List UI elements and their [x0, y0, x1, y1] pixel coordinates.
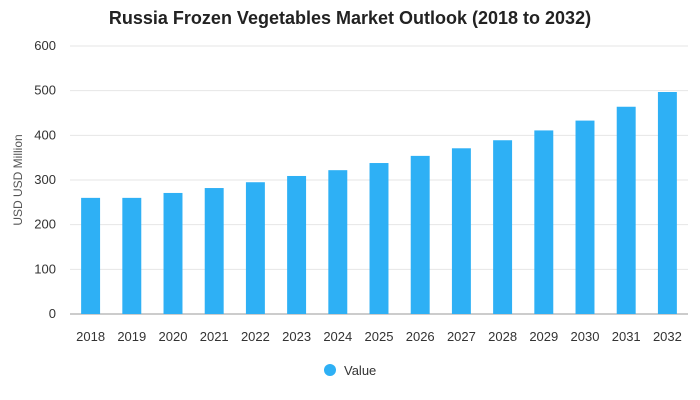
x-tick-label: 2019 — [117, 329, 146, 344]
bar — [616, 106, 636, 314]
x-tick-label: 2023 — [282, 329, 311, 344]
y-tick-label: 200 — [34, 217, 56, 232]
x-tick-label: 2024 — [323, 329, 352, 344]
bar — [122, 197, 142, 314]
bar — [369, 163, 389, 314]
bar — [410, 155, 430, 314]
bar — [204, 188, 224, 314]
x-tick-label: 2028 — [488, 329, 517, 344]
legend-marker — [324, 364, 336, 376]
y-tick-label: 400 — [34, 127, 56, 142]
y-axis-title: USD USD Million — [11, 134, 25, 225]
chart-title: Russia Frozen Vegetables Market Outlook … — [108, 8, 592, 28]
y-tick-label: 0 — [49, 306, 56, 321]
x-tick-label: 2018 — [76, 329, 105, 344]
bar — [328, 170, 348, 314]
x-tick-label: 2022 — [241, 329, 270, 344]
y-tick-label: 600 — [34, 38, 56, 53]
x-tick-label: 2031 — [612, 329, 641, 344]
x-tick-label: 2020 — [159, 329, 188, 344]
legend-label: Value — [344, 363, 376, 378]
bar — [534, 130, 554, 314]
bar — [657, 92, 677, 314]
bar — [451, 148, 471, 314]
y-tick-label: 100 — [34, 261, 56, 276]
x-tick-label: 2030 — [571, 329, 600, 344]
y-tick-label: 300 — [34, 172, 56, 187]
bar — [163, 192, 183, 314]
x-tick-label: 2029 — [529, 329, 558, 344]
bar — [575, 120, 595, 315]
bar — [287, 175, 307, 314]
x-tick-label: 2025 — [365, 329, 394, 344]
y-tick-label: 500 — [34, 83, 56, 98]
x-tick-label: 2032 — [653, 329, 682, 344]
x-tick-label: 2026 — [406, 329, 435, 344]
x-tick-label: 2027 — [447, 329, 476, 344]
x-tick-label: 2021 — [200, 329, 229, 344]
bar — [245, 182, 265, 314]
bar — [81, 197, 101, 314]
bar — [493, 140, 513, 314]
